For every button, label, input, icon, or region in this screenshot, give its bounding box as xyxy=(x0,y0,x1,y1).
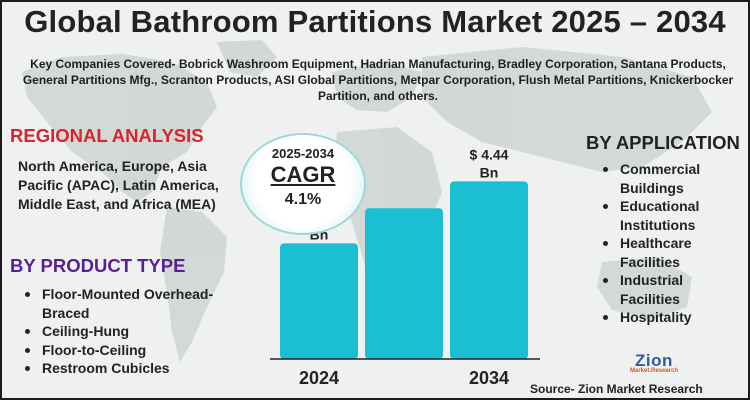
north-america-shape xyxy=(22,54,217,202)
product-type-list: Floor-Mounted Overhead-Braced Ceiling-Hu… xyxy=(22,285,222,378)
cagr-badge: 2025-2034 CAGR 4.1% xyxy=(242,135,364,233)
list-item: Ceiling-Hung xyxy=(22,322,222,341)
europe-shape xyxy=(332,62,422,112)
bar-2034 xyxy=(450,181,528,359)
list-item: Floor-to-Ceiling xyxy=(22,341,222,360)
list-item: Commercial Buildings xyxy=(600,160,740,197)
cagr-label: CAGR xyxy=(270,162,336,187)
list-item: Healthcare Facilities xyxy=(600,234,740,271)
logo-name: Zion xyxy=(635,351,673,370)
application-heading: BY APPLICATION xyxy=(586,132,740,153)
logo-subtitle: Market.Research xyxy=(629,368,679,374)
zion-logo: Zion Market.Research xyxy=(624,351,684,378)
south-america-shape xyxy=(160,207,227,362)
product-type-heading: BY PRODUCT TYPE xyxy=(10,255,186,276)
regional-analysis-text: North America, Europe, Asia Pacific (APA… xyxy=(18,158,219,212)
application-list: Commercial Buildings Educational Institu… xyxy=(600,160,740,327)
source-text: Source- Zion Market Research xyxy=(530,382,703,396)
x-tick-label: 2024 xyxy=(299,368,339,388)
page-title: Global Bathroom Partitions Market 2025 –… xyxy=(24,4,726,39)
bar-value-label: Bn xyxy=(480,164,499,180)
list-item: Industrial Facilities xyxy=(600,271,740,308)
cagr-years: 2025-2034 xyxy=(271,146,335,161)
list-item: Restroom Cubicles xyxy=(22,359,222,378)
bar-series-1 xyxy=(365,208,443,359)
cagr-value: 4.1% xyxy=(284,191,322,208)
asia-shape xyxy=(422,47,712,172)
greenland-shape xyxy=(217,40,277,77)
australia-shape xyxy=(597,257,692,320)
list-item: Floor-Mounted Overhead-Braced xyxy=(22,285,222,322)
bar-2024 xyxy=(280,243,358,359)
bar-value-label: $ 4.44 xyxy=(470,146,509,162)
x-tick-label: 2034 xyxy=(469,368,509,388)
list-item: Hospitality xyxy=(600,308,740,327)
regional-analysis-heading: REGIONAL ANALYSIS xyxy=(10,125,204,146)
key-companies-text: Key Companies Covered- Bobrick Washroom … xyxy=(22,57,734,103)
list-item: Educational Institutions xyxy=(600,197,740,234)
